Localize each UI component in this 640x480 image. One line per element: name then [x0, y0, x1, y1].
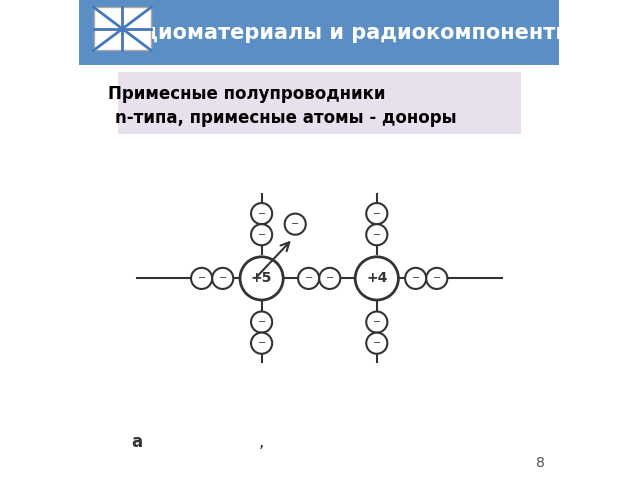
Text: Радиоматериалы и радиокомпоненты: Радиоматериалы и радиокомпоненты [112, 23, 574, 43]
Text: n-типа, примесные атомы - доноры: n-типа, примесные атомы - доноры [115, 109, 456, 127]
Text: −: − [219, 274, 227, 283]
Text: Примесные полупроводники: Примесные полупроводники [108, 84, 386, 103]
FancyBboxPatch shape [118, 72, 521, 134]
Text: −: − [305, 274, 313, 283]
Text: −: − [326, 274, 334, 283]
Text: −: − [257, 338, 266, 348]
Text: ,: , [259, 432, 264, 451]
Text: −: − [291, 219, 300, 229]
Text: −: − [257, 230, 266, 240]
FancyBboxPatch shape [93, 7, 151, 50]
Text: +4: +4 [366, 271, 387, 286]
Circle shape [366, 333, 387, 354]
Circle shape [298, 268, 319, 289]
Circle shape [240, 257, 283, 300]
Circle shape [251, 312, 272, 333]
Circle shape [212, 268, 233, 289]
Circle shape [366, 312, 387, 333]
Text: 8: 8 [536, 456, 545, 470]
Text: −: − [372, 317, 381, 327]
FancyBboxPatch shape [79, 0, 559, 65]
Circle shape [251, 203, 272, 224]
Circle shape [251, 333, 272, 354]
Circle shape [405, 268, 426, 289]
Text: −: − [198, 274, 205, 283]
Circle shape [191, 268, 212, 289]
Text: −: − [257, 317, 266, 327]
Text: −: − [372, 338, 381, 348]
Circle shape [366, 203, 387, 224]
Circle shape [285, 214, 306, 235]
Circle shape [426, 268, 447, 289]
Text: −: − [257, 209, 266, 218]
Circle shape [366, 224, 387, 245]
Text: a: a [131, 432, 142, 451]
Text: +5: +5 [251, 271, 272, 286]
Text: −: − [372, 230, 381, 240]
Text: −: − [433, 274, 441, 283]
Circle shape [251, 224, 272, 245]
Text: −: − [372, 209, 381, 218]
Text: −: − [412, 274, 420, 283]
Circle shape [319, 268, 340, 289]
Circle shape [355, 257, 398, 300]
